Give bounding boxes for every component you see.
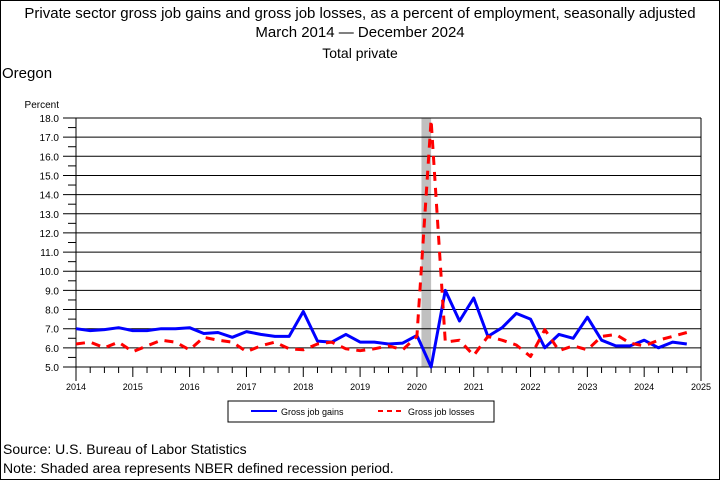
series-line-gross-job-losses bbox=[75, 118, 688, 358]
x-tick-label: 2024 bbox=[634, 382, 654, 392]
y-tick-label: 18.0 bbox=[40, 114, 60, 125]
x-tick-label: 2014 bbox=[66, 382, 86, 392]
y-tick-label: 16.0 bbox=[40, 152, 60, 163]
x-tick-label: 2025 bbox=[691, 382, 711, 392]
legend-label-gains: Gross job gains bbox=[281, 407, 344, 417]
y-tick-label: 15.0 bbox=[40, 171, 60, 182]
note-text: Note: Shaded area represents NBER define… bbox=[3, 460, 394, 476]
x-tick-label: 2020 bbox=[407, 382, 427, 392]
x-tick-label: 2019 bbox=[350, 382, 370, 392]
x-tick-label: 2017 bbox=[236, 382, 256, 392]
legend-box bbox=[227, 400, 495, 423]
x-tick-label: 2018 bbox=[293, 382, 313, 392]
x-tick-label: 2016 bbox=[180, 382, 200, 392]
y-tick-label: 14.0 bbox=[40, 191, 60, 202]
chart-title: Private sector gross job gains and gross… bbox=[24, 5, 696, 22]
y-tick-label: 13.0 bbox=[40, 210, 60, 221]
y-tick-label: 8.0 bbox=[45, 306, 59, 317]
y-tick-label: 7.0 bbox=[45, 325, 59, 336]
x-tick-label: 2023 bbox=[577, 382, 597, 392]
y-tick-label: 10.0 bbox=[40, 267, 60, 278]
legend-label-losses: Gross job losses bbox=[408, 407, 475, 417]
series-line-gross-job-gains bbox=[75, 288, 687, 369]
y-tick-label: 9.0 bbox=[45, 286, 59, 297]
x-tick-label: 2022 bbox=[521, 382, 541, 392]
chart-date-range: March 2014 — December 2024 bbox=[255, 24, 465, 41]
y-tick-label: 12.0 bbox=[40, 229, 60, 240]
y-axis-label: Percent bbox=[25, 100, 60, 111]
x-tick-label: 2015 bbox=[123, 382, 143, 392]
recession-shading bbox=[421, 118, 432, 367]
region-label: Oregon bbox=[2, 65, 53, 82]
y-tick-label: 6.0 bbox=[45, 344, 59, 355]
y-tick-label: 5.0 bbox=[45, 363, 59, 374]
y-tick-label: 11.0 bbox=[40, 248, 59, 259]
x-tick-label: 2021 bbox=[464, 382, 484, 392]
source-text: Source: U.S. Bureau of Labor Statistics bbox=[3, 441, 247, 457]
chart-subtitle: Total private bbox=[322, 45, 398, 61]
y-tick-label: 17.0 bbox=[40, 133, 60, 144]
